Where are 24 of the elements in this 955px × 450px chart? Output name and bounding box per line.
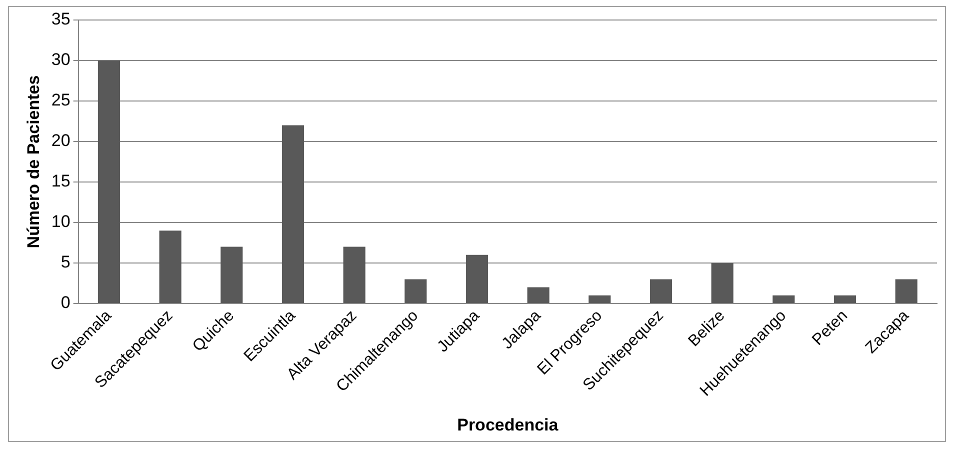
y-tick-label: 15 bbox=[51, 172, 70, 191]
bar bbox=[343, 246, 366, 303]
bar bbox=[527, 287, 550, 303]
y-tick-label: 30 bbox=[51, 50, 70, 70]
bar bbox=[895, 279, 918, 303]
x-axis-title: Procedencia bbox=[457, 415, 559, 434]
bar bbox=[650, 279, 672, 303]
bar bbox=[711, 262, 734, 303]
y-tick-label: 10 bbox=[51, 212, 70, 232]
y-tick-label: 0 bbox=[60, 293, 70, 312]
y-tick-label: 20 bbox=[51, 131, 70, 150]
bar bbox=[466, 254, 488, 303]
bar bbox=[282, 125, 304, 303]
y-tick-label: 5 bbox=[60, 252, 70, 272]
bar bbox=[159, 230, 182, 303]
y-tick-label: 35 bbox=[51, 10, 70, 29]
bar bbox=[220, 246, 243, 303]
bar bbox=[834, 295, 856, 303]
y-tick-label: 25 bbox=[51, 90, 70, 110]
bar bbox=[404, 279, 427, 303]
bar bbox=[588, 295, 611, 303]
bar bbox=[772, 295, 795, 303]
bar bbox=[98, 60, 120, 303]
y-axis-title: Número de Pacientes bbox=[24, 75, 43, 248]
